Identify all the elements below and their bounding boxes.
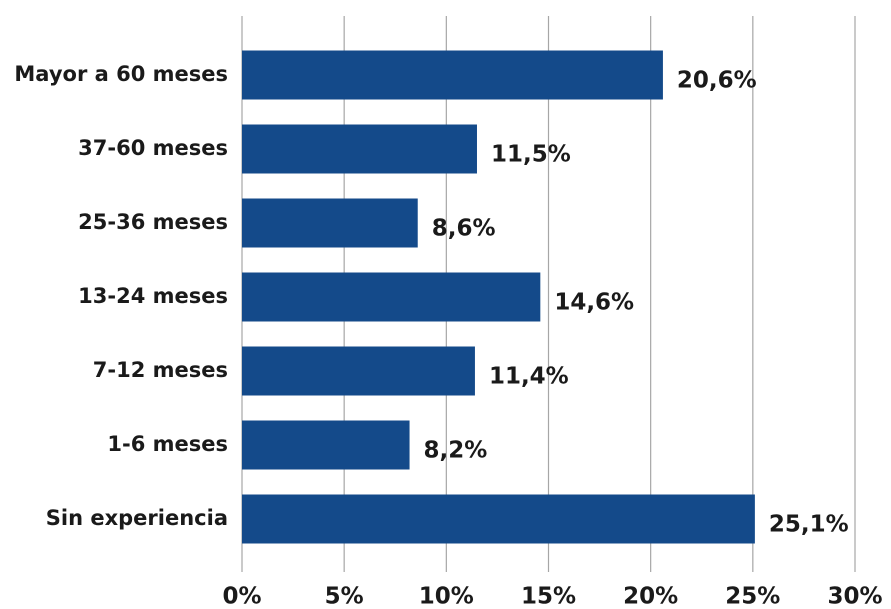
x-tick-label: 5% <box>325 584 364 609</box>
data-label: 8,6% <box>432 216 496 242</box>
category-label: 1-6 meses <box>107 432 228 456</box>
x-tick-label: 25% <box>725 584 780 609</box>
x-tick-label: 10% <box>419 584 474 609</box>
bar <box>242 124 477 174</box>
x-tick-label: 15% <box>521 584 576 609</box>
bars <box>242 50 755 544</box>
bar <box>242 198 418 248</box>
category-label: 37-60 meses <box>78 136 228 160</box>
x-tick-label: 0% <box>222 584 261 609</box>
data-label: 14,6% <box>554 290 634 316</box>
x-axis-tick-labels: 0% 5% 10% 15% 20% 25% 30% <box>222 584 882 609</box>
data-label: 20,6% <box>677 68 757 94</box>
bar <box>242 346 475 396</box>
category-labels: Mayor a 60 meses 37-60 meses 25-36 meses 13… <box>14 62 228 530</box>
category-label: Mayor a 60 meses <box>14 62 228 86</box>
category-label: 13-24 meses <box>78 284 228 308</box>
data-label: 11,4% <box>489 364 569 390</box>
x-tick-label: 30% <box>827 584 882 609</box>
bar <box>242 50 663 100</box>
x-tick-label: 20% <box>623 584 678 609</box>
data-label: 25,1% <box>769 512 849 538</box>
bar <box>242 272 541 322</box>
bar <box>242 420 410 470</box>
data-labels: 20,6% 11,5% 8,6% 14,6% 11,4% 8,2% 25,1% <box>424 68 849 538</box>
category-label: 25-36 meses <box>78 210 228 234</box>
data-label: 11,5% <box>491 142 571 168</box>
data-label: 8,2% <box>424 438 488 464</box>
category-label: Sin experiencia <box>46 506 228 530</box>
category-label: 7-12 meses <box>93 358 228 382</box>
bar <box>242 494 755 544</box>
